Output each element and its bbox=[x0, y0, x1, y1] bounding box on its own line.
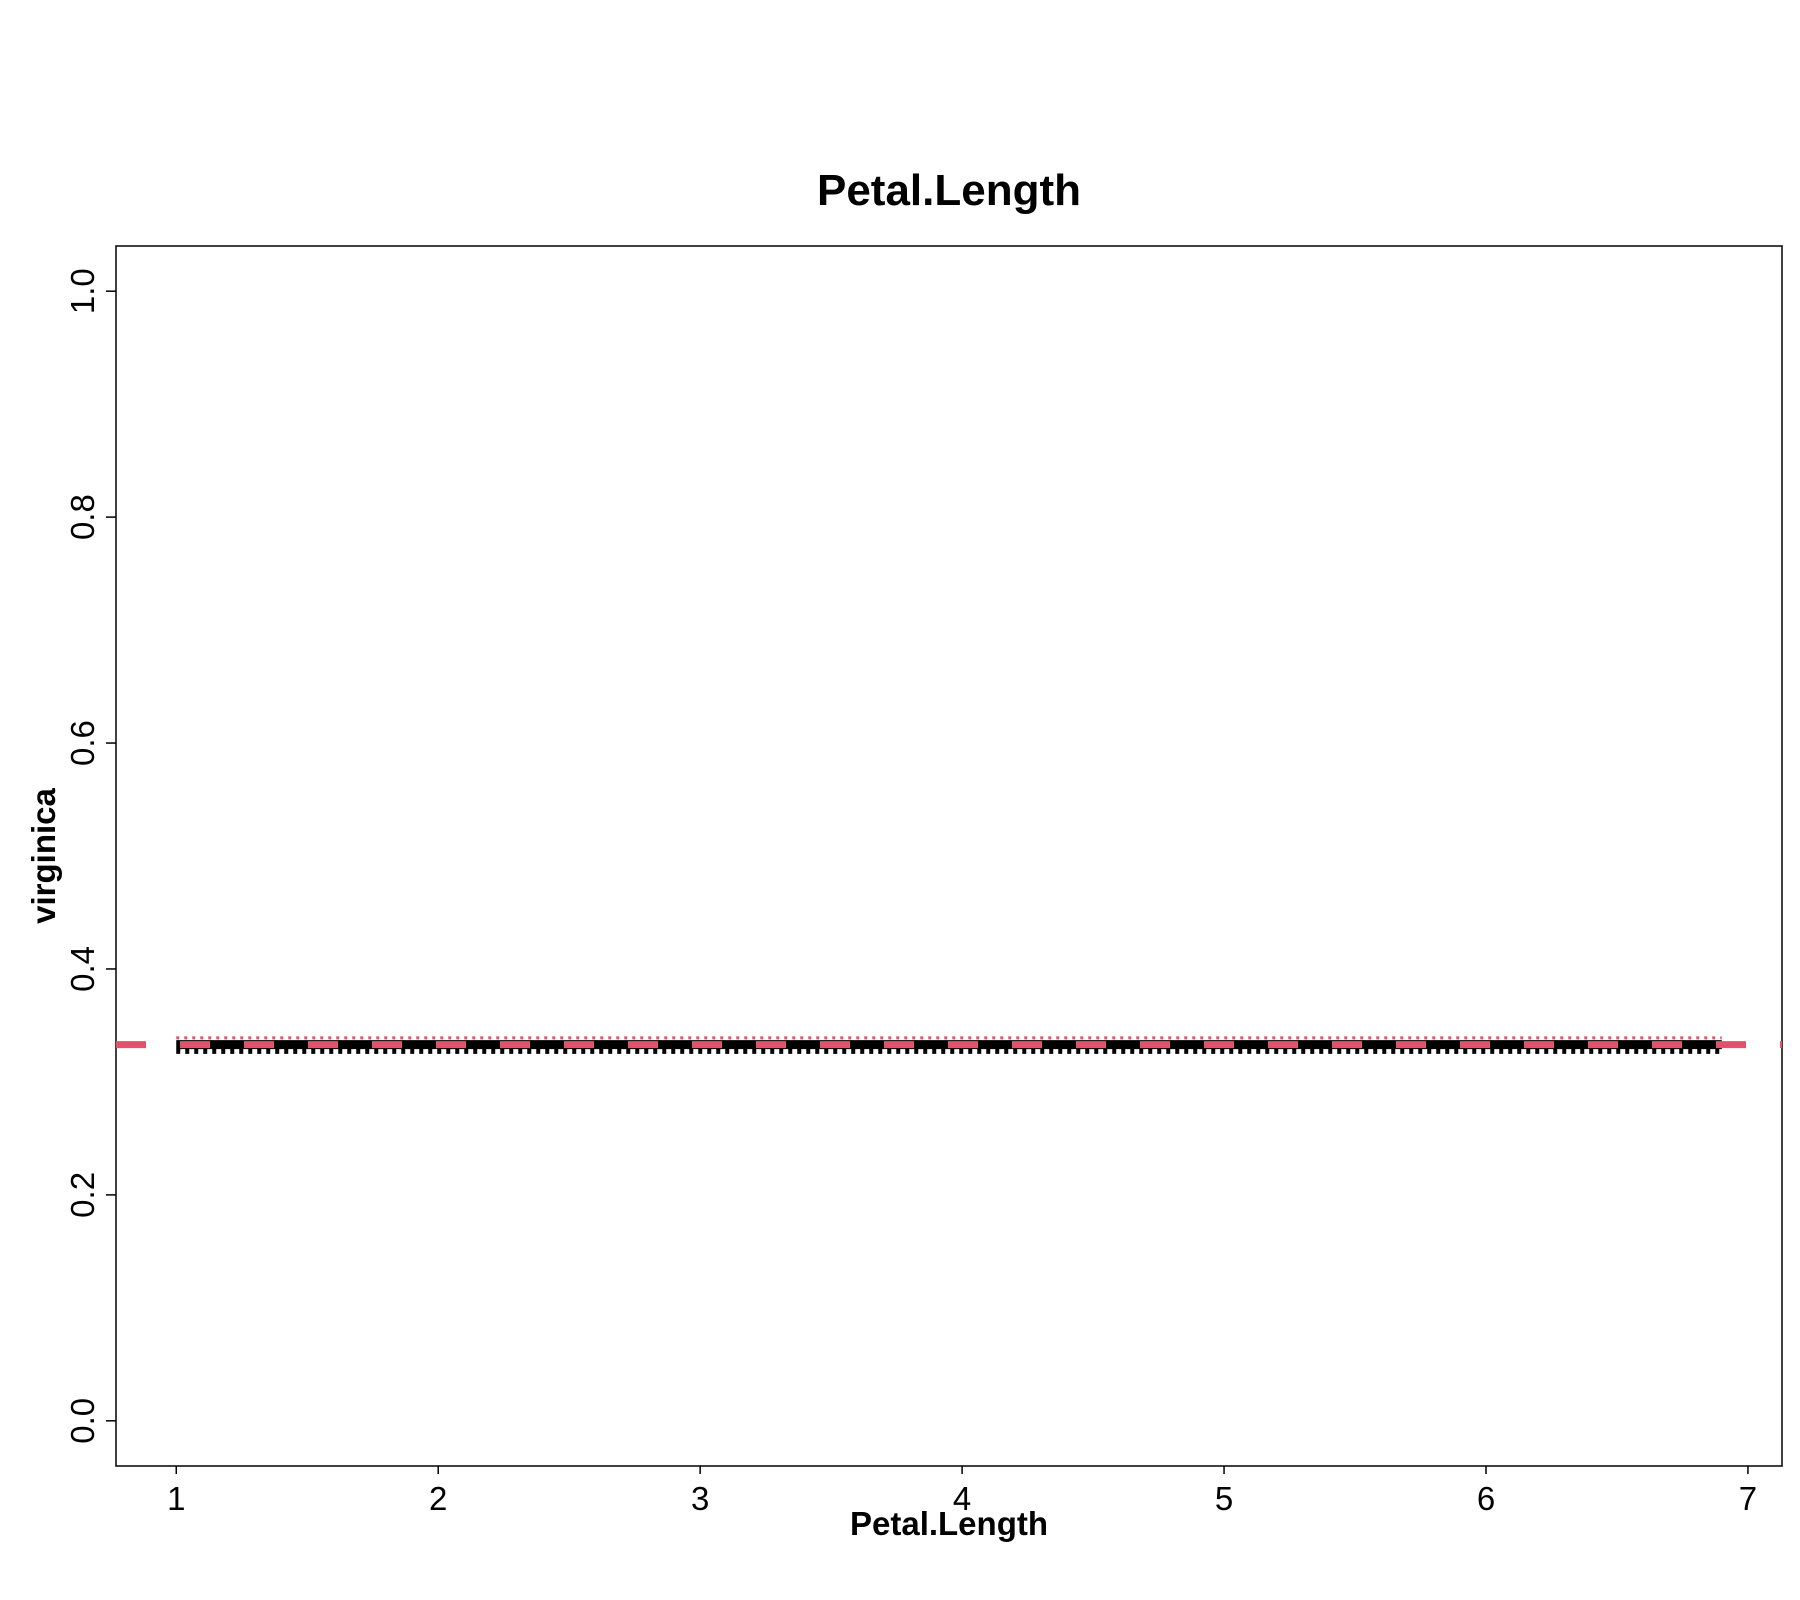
y-tick-label: 0.4 bbox=[64, 946, 101, 992]
x-tick-label: 5 bbox=[1215, 1480, 1233, 1517]
y-axis-label: virginica bbox=[25, 787, 62, 923]
x-tick-label: 3 bbox=[691, 1480, 709, 1517]
x-tick-label: 6 bbox=[1477, 1480, 1495, 1517]
y-tick-label: 0.6 bbox=[64, 720, 101, 766]
x-axis: 1 2 3 4 5 6 7 bbox=[167, 1466, 1757, 1517]
chart-title: Petal.Length bbox=[817, 166, 1081, 215]
x-axis-label: Petal.Length bbox=[850, 1505, 1048, 1542]
y-tick-label: 0.0 bbox=[64, 1398, 101, 1444]
series-layer bbox=[116, 1036, 1782, 1054]
x-tick-label: 4 bbox=[953, 1480, 971, 1517]
x-tick-label: 7 bbox=[1739, 1480, 1757, 1517]
y-tick-label: 1.0 bbox=[64, 268, 101, 314]
y-tick-label: 0.2 bbox=[64, 1172, 101, 1218]
y-axis: 0.0 0.2 0.4 0.6 0.8 1.0 bbox=[64, 268, 116, 1444]
y-tick-label: 0.8 bbox=[64, 494, 101, 540]
plot-area-border bbox=[115, 245, 1783, 1467]
x-tick-label: 1 bbox=[167, 1480, 185, 1517]
x-tick-label: 2 bbox=[429, 1480, 447, 1517]
